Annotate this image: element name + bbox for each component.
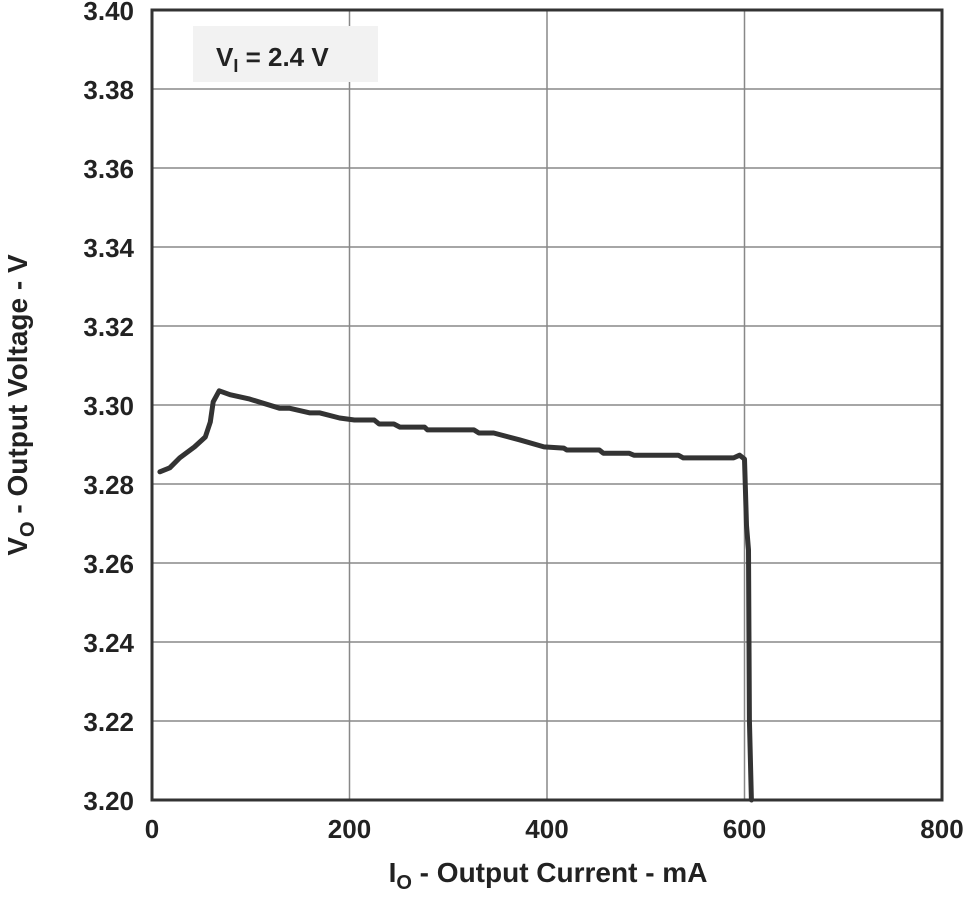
y-tick-label: 3.34 [83, 233, 134, 263]
y-tick-label: 3.20 [83, 786, 134, 816]
annotation: VI = 2.4 V [216, 42, 329, 76]
x-tick-label: 200 [328, 814, 371, 844]
y-axis-label: VO - Output Voltage - V [2, 254, 39, 556]
y-tick-label: 3.30 [83, 391, 134, 421]
y-tick-label: 3.26 [83, 549, 134, 579]
annotation-box [193, 26, 378, 82]
y-tick-label: 3.38 [83, 75, 134, 105]
y-tick-label: 3.24 [83, 628, 134, 658]
y-tick-label: 3.36 [83, 154, 134, 184]
series-line [157, 388, 754, 803]
x-tick-label: 400 [525, 814, 568, 844]
y-tick-label: 3.28 [83, 470, 134, 500]
y-tick-label: 3.32 [83, 312, 134, 342]
x-tick-label: 800 [920, 814, 963, 844]
x-axis-label: IO - Output Current - mA [389, 857, 708, 892]
x-tick-label: 0 [145, 814, 159, 844]
x-tick-label: 600 [723, 814, 766, 844]
plot-frame [150, 8, 944, 802]
y-tick-label: 3.22 [83, 707, 134, 737]
y-tick-label: 3.40 [83, 0, 134, 26]
tick-labels: 0 200 400 600 800 3.20 3.22 3.24 3.26 3.28 3.30 3.3… [83, 0, 963, 844]
